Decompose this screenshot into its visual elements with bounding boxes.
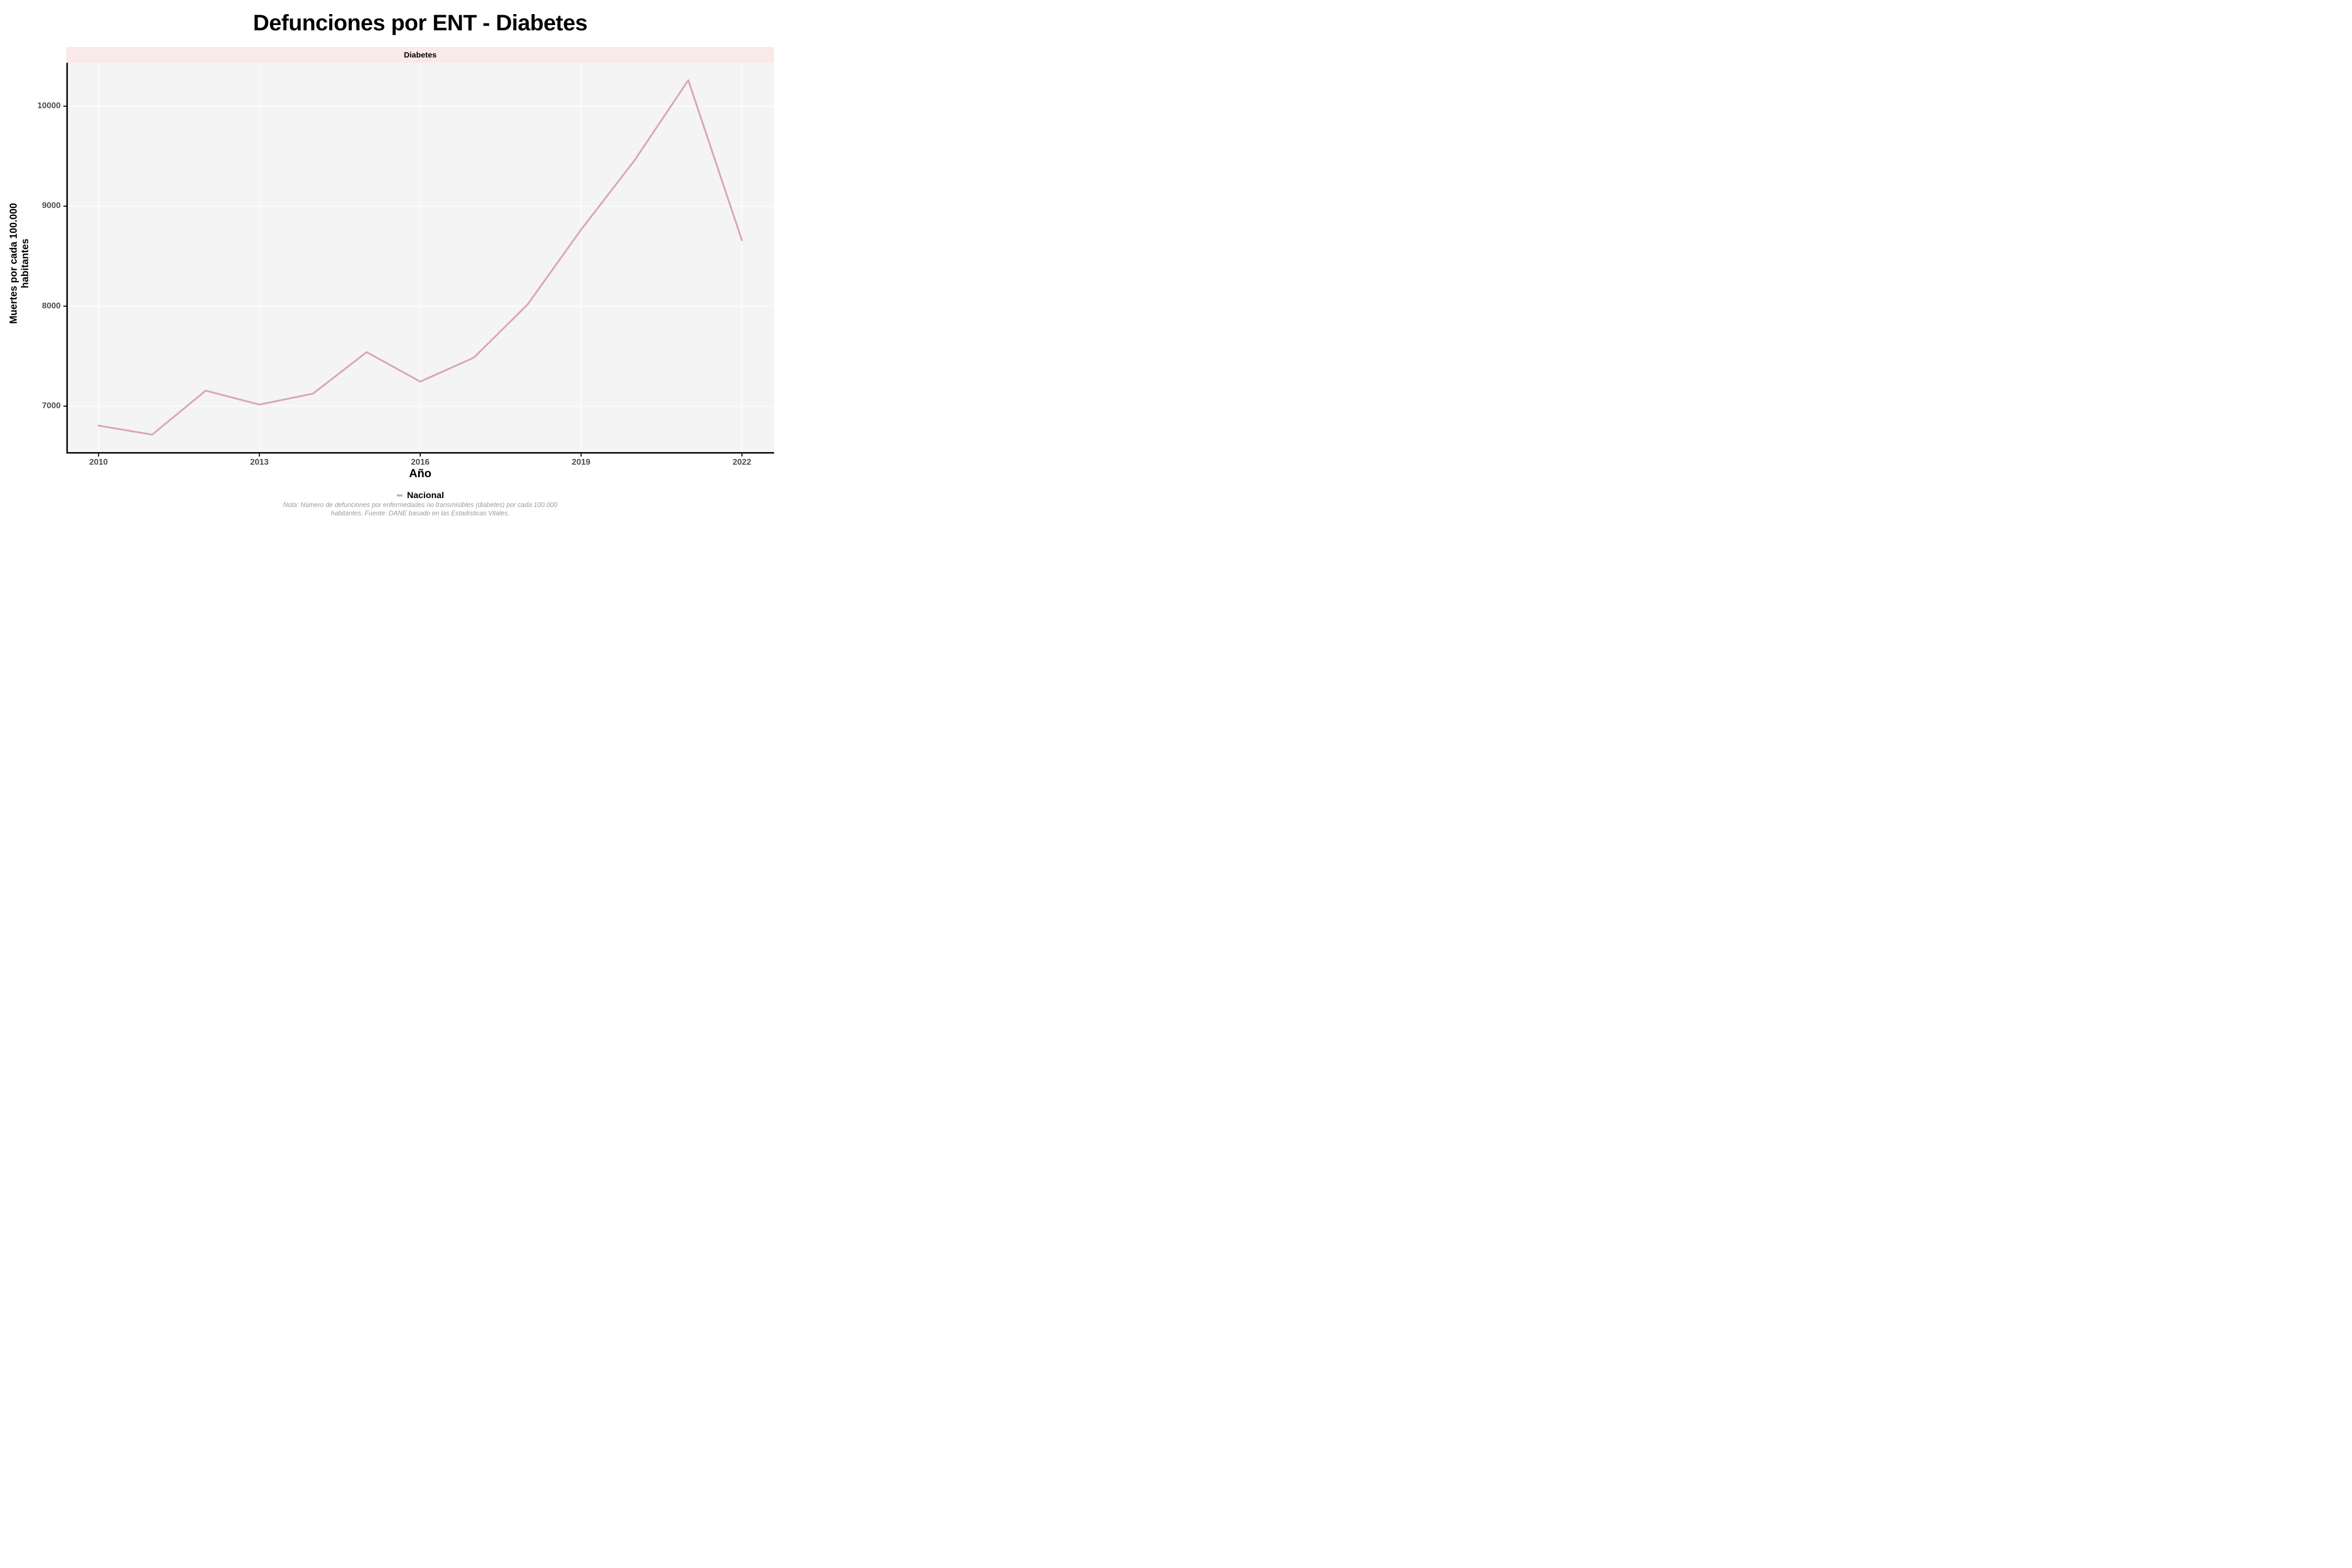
line-chart-canvas [63,63,774,457]
chart-title: Defunciones por ENT - Diabetes [253,10,587,36]
footnote-line1: Nota: Número de defunciones por enfermed… [283,501,558,509]
chart-figure: Defunciones por ENT - Diabetes Diabetes … [0,0,784,523]
x-tick-label: 2010 [89,458,108,467]
facet-label: Diabetes [403,50,437,60]
y-tick-label: 9000 [42,201,61,211]
y-axis-title-line1: Muertes por cada 100.000 [8,203,19,324]
y-tick-label: 10000 [37,101,61,111]
facet-strip: Diabetes [66,47,774,63]
x-tick-label: 2016 [411,458,430,467]
legend: Nacional [66,490,774,501]
y-tick-label: 7000 [42,401,61,410]
y-axis-title: Muertes por cada 100.000 habitantes [8,133,31,394]
x-axis-title: Año [409,467,432,480]
legend-label: Nacional [407,490,444,500]
x-tick-label: 2019 [571,458,591,467]
x-tick-label: 2022 [732,458,752,467]
legend-key-swatch [396,494,402,497]
y-axis-title-line2: habitantes [20,238,31,289]
footnote: Nota: Número de defunciones por enfermed… [66,501,774,517]
y-tick-label: 8000 [42,301,61,310]
x-tick-label: 2013 [250,458,269,467]
footnote-line2: habitantes. Fuente: DANE basado en las E… [331,510,510,517]
plot-panel [63,63,774,457]
